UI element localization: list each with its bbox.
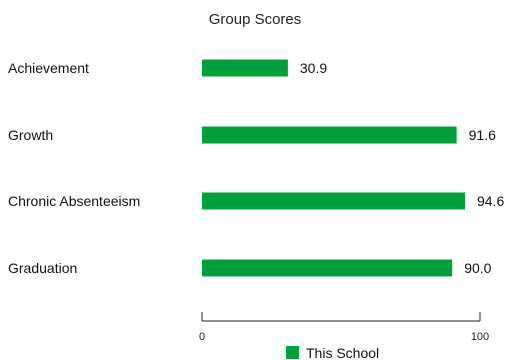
chart-title: Group Scores xyxy=(209,11,302,28)
category-label: Chronic Absenteeism xyxy=(8,193,140,209)
value-label: 90.0 xyxy=(464,260,491,276)
bar xyxy=(202,260,452,277)
bars-layer: Achievement 30.9 Growth 91.6 Chronic Absente… xyxy=(8,60,504,277)
x-tick-label: 100 xyxy=(471,331,489,343)
x-axis: 0 100 xyxy=(199,312,489,343)
bar xyxy=(202,193,465,210)
bar xyxy=(202,127,457,144)
value-label: 94.6 xyxy=(477,193,504,209)
category-label: Achievement xyxy=(8,60,89,76)
legend: This School xyxy=(286,345,379,360)
bar xyxy=(202,60,288,77)
category-label: Graduation xyxy=(8,260,77,276)
legend-label: This School xyxy=(306,345,379,360)
category-label: Growth xyxy=(8,127,53,143)
legend-swatch xyxy=(286,346,299,359)
value-label: 30.9 xyxy=(300,60,327,76)
x-tick-label: 0 xyxy=(199,331,205,343)
value-label: 91.6 xyxy=(469,127,496,143)
